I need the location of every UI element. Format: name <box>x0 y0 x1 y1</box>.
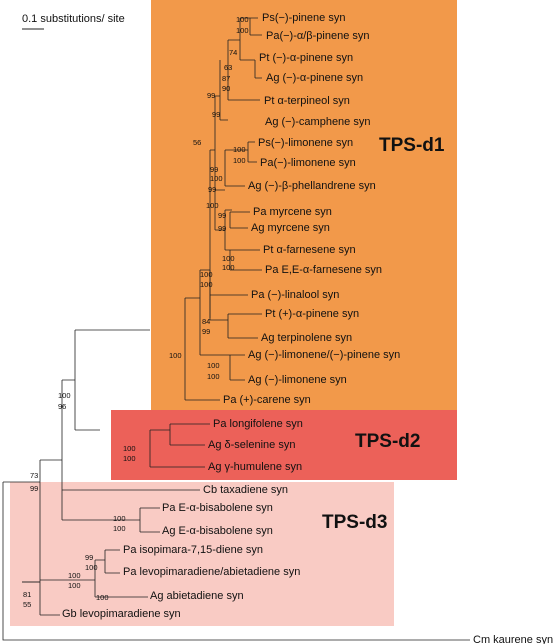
bootstrap-value: 96 <box>58 402 66 411</box>
bootstrap-value: 56 <box>193 138 201 147</box>
bootstrap-value: 90 <box>222 84 230 93</box>
leaf-label: Cb taxadiene syn <box>203 484 288 496</box>
bootstrap-value: 100 <box>200 270 213 279</box>
leaf-label: Pt α-farnesene syn <box>263 244 356 256</box>
bootstrap-value: 63 <box>224 63 232 72</box>
leaf-label: Gb levopimaradiene syn <box>62 608 181 620</box>
clade-box-tps-d3 <box>10 482 394 626</box>
leaf-label: Pa levopimaradiene/abietadiene syn <box>123 566 300 578</box>
bootstrap-value: 100 <box>123 444 136 453</box>
leaf-label: Ag (−)-α-pinene syn <box>266 72 363 84</box>
bootstrap-values: 100 100 74 63 87 90 99 99 56 100 100 99 … <box>23 15 249 609</box>
bootstrap-value: 100 <box>68 571 81 580</box>
leaf-label: Ag abietadiene syn <box>150 590 244 602</box>
bootstrap-value: 100 <box>233 156 246 165</box>
leaf-label: Pa(−)-limonene syn <box>260 157 356 169</box>
clade-label-tps-d3: TPS-d3 <box>322 512 387 533</box>
leaf-label: Pa(−)-α/β-pinene syn <box>266 30 369 42</box>
leaf-label: Ag myrcene syn <box>251 222 330 234</box>
bootstrap-value: 100 <box>68 581 81 590</box>
leaf-label: Ag (−)-β-phellandrene syn <box>248 180 376 192</box>
clade-box-tps-d1 <box>151 0 457 410</box>
bootstrap-value: 100 <box>113 514 126 523</box>
bootstrap-value: 99 <box>218 211 226 220</box>
leaf-label: Cm kaurene syn <box>473 634 553 644</box>
leaf-label: Ag (−)-limonene/(−)-pinene syn <box>248 349 400 361</box>
leaf-label: Ps(−)-limonene syn <box>258 137 353 149</box>
bootstrap-value: 81 <box>23 590 31 599</box>
bootstrap-value: 100 <box>222 254 235 263</box>
clade-box-tps-d2 <box>111 410 457 480</box>
bootstrap-value: 100 <box>123 454 136 463</box>
bootstrap-value: 99 <box>208 185 216 194</box>
leaf-label: Ps(−)-pinene syn <box>262 12 345 24</box>
leaf-label: Pa E,E-α-farnesene syn <box>265 264 382 276</box>
leaf-label: Ag (−)-camphene syn <box>265 116 370 128</box>
bootstrap-value: 99 <box>210 165 218 174</box>
bootstrap-value: 55 <box>23 600 31 609</box>
bootstrap-value: 99 <box>207 91 215 100</box>
leaf-labels: Ps(−)-pinene syn Pa(−)-α/β-pinene syn Pt… <box>62 12 553 644</box>
bootstrap-value: 73 <box>30 471 38 480</box>
leaf-label: Pa (−)-linalool syn <box>251 289 339 301</box>
bootstrap-value: 100 <box>58 391 71 400</box>
bootstrap-value: 100 <box>207 361 220 370</box>
clade-label-tps-d2: TPS-d2 <box>355 431 420 452</box>
bootstrap-value: 100 <box>233 145 246 154</box>
bootstrap-value: 99 <box>218 224 226 233</box>
bootstrap-value: 100 <box>222 263 235 272</box>
leaf-label: Pt (+)-α-pinene syn <box>265 308 359 320</box>
tree-branches-d3 <box>22 490 160 616</box>
bootstrap-value: 100 <box>169 351 182 360</box>
bootstrap-value: 100 <box>206 201 219 210</box>
bootstrap-value: 100 <box>236 15 249 24</box>
leaf-label: Pa (+)-carene syn <box>223 394 311 406</box>
bootstrap-value: 99 <box>85 553 93 562</box>
bootstrap-value: 87 <box>222 74 230 83</box>
leaf-label: Ag terpinolene syn <box>261 332 352 344</box>
leaf-label: Ag γ-humulene syn <box>208 461 302 473</box>
scale-bar-label: 0.1 substitutions/ site <box>22 13 125 25</box>
bootstrap-value: 100 <box>200 280 213 289</box>
leaf-label: Ag δ-selenine syn <box>208 439 295 451</box>
bootstrap-value: 100 <box>207 372 220 381</box>
bootstrap-value: 99 <box>202 327 210 336</box>
leaf-label: Pa isopimara-7,15-diene syn <box>123 544 263 556</box>
leaf-label: Ag (−)-limonene syn <box>248 374 347 386</box>
leaf-label: Pa myrcene syn <box>253 206 332 218</box>
bootstrap-value: 100 <box>85 563 98 572</box>
leaf-label: Pt (−)-α-pinene syn <box>259 52 353 64</box>
bootstrap-value: 99 <box>212 110 220 119</box>
bootstrap-value: 84 <box>202 317 210 326</box>
bootstrap-value: 100 <box>113 524 126 533</box>
leaf-label: Pa E-α-bisabolene syn <box>162 502 273 514</box>
bootstrap-value: 100 <box>236 26 249 35</box>
leaf-label: Pa longifolene syn <box>213 418 303 430</box>
clade-label-tps-d1: TPS-d1 <box>379 135 445 156</box>
leaf-label: Ag E-α-bisabolene syn <box>162 525 273 537</box>
bootstrap-value: 100 <box>210 174 223 183</box>
bootstrap-value: 100 <box>96 593 109 602</box>
leaf-label: Pt α-terpineol syn <box>264 95 350 107</box>
bootstrap-value: 99 <box>30 484 38 493</box>
bootstrap-value: 74 <box>229 48 237 57</box>
